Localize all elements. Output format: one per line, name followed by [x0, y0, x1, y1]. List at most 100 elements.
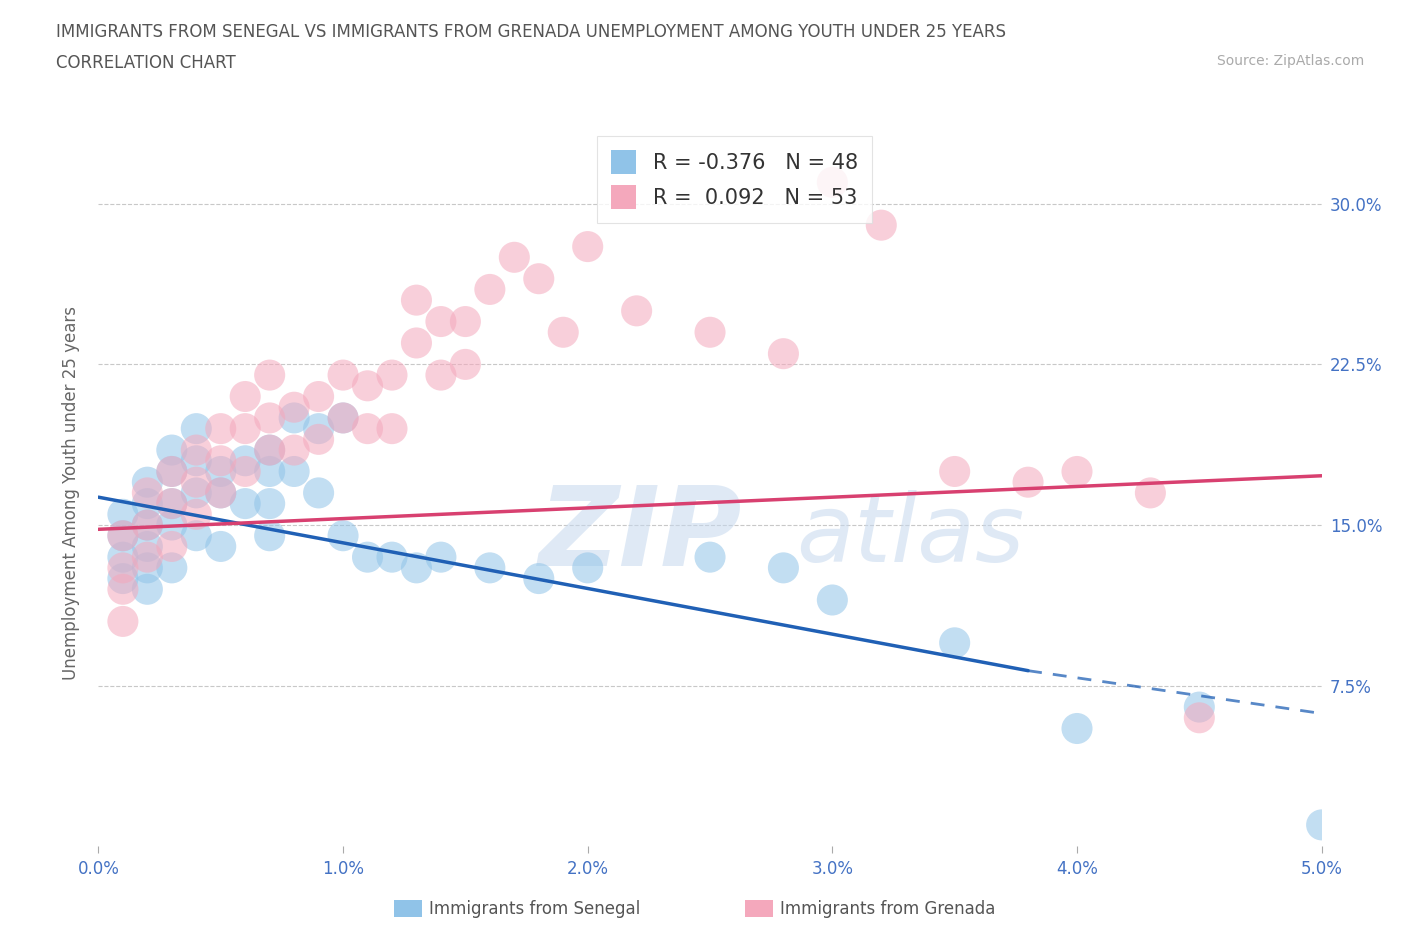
Legend: R = -0.376   N = 48, R =  0.092   N = 53: R = -0.376 N = 48, R = 0.092 N = 53 — [596, 136, 873, 223]
Point — [527, 571, 550, 586]
Point — [111, 528, 134, 543]
Point — [1188, 699, 1211, 714]
Point — [381, 550, 404, 565]
Point — [259, 497, 281, 512]
Point — [259, 367, 281, 382]
Point — [136, 518, 159, 533]
Point — [308, 485, 330, 500]
Point — [233, 497, 256, 512]
Point — [186, 443, 208, 458]
Point — [1066, 721, 1088, 736]
Point — [160, 561, 183, 576]
Point — [1188, 711, 1211, 725]
Point — [332, 528, 354, 543]
Point — [136, 518, 159, 533]
Point — [332, 410, 354, 425]
Point — [111, 614, 134, 629]
Point — [283, 400, 305, 415]
Point — [405, 293, 427, 308]
Point — [430, 367, 453, 382]
Point — [136, 539, 159, 554]
Point — [233, 464, 256, 479]
Point — [943, 635, 966, 650]
Point — [259, 464, 281, 479]
Point — [356, 379, 378, 393]
Point — [209, 421, 232, 436]
Point — [111, 571, 134, 586]
Point — [160, 443, 183, 458]
Point — [160, 539, 183, 554]
Point — [430, 314, 453, 329]
Text: atlas: atlas — [796, 490, 1024, 581]
Point — [1066, 464, 1088, 479]
Point — [870, 218, 893, 232]
Text: #C5D8EE: #C5D8EE — [710, 535, 717, 536]
Point — [209, 464, 232, 479]
Point — [160, 497, 183, 512]
Point — [136, 497, 159, 512]
Point — [381, 367, 404, 382]
Text: ZIP: ZIP — [538, 482, 742, 589]
Point — [1017, 474, 1039, 489]
Point — [186, 453, 208, 468]
Point — [233, 389, 256, 404]
Point — [136, 550, 159, 565]
Point — [136, 474, 159, 489]
Point — [111, 507, 134, 522]
Point — [308, 389, 330, 404]
Point — [576, 561, 599, 576]
Point — [356, 550, 378, 565]
Point — [259, 443, 281, 458]
Point — [186, 528, 208, 543]
Point — [626, 303, 648, 318]
Point — [233, 421, 256, 436]
Point — [259, 528, 281, 543]
Point — [136, 561, 159, 576]
Y-axis label: Unemployment Among Youth under 25 years: Unemployment Among Youth under 25 years — [62, 306, 80, 680]
Point — [259, 443, 281, 458]
Text: Source: ZipAtlas.com: Source: ZipAtlas.com — [1216, 54, 1364, 68]
Point — [186, 474, 208, 489]
Point — [136, 485, 159, 500]
Point — [209, 453, 232, 468]
Point — [405, 336, 427, 351]
Point — [405, 561, 427, 576]
Point — [111, 550, 134, 565]
Point — [259, 410, 281, 425]
Point — [699, 325, 721, 339]
Point — [209, 485, 232, 500]
Point — [160, 497, 183, 512]
Point — [160, 518, 183, 533]
Point — [478, 282, 501, 297]
Point — [136, 582, 159, 597]
Point — [283, 410, 305, 425]
Point — [821, 175, 844, 190]
Point — [478, 561, 501, 576]
Point — [454, 314, 477, 329]
Point — [308, 432, 330, 446]
Point — [111, 582, 134, 597]
Point — [430, 550, 453, 565]
Point — [209, 539, 232, 554]
Point — [943, 464, 966, 479]
Point — [356, 421, 378, 436]
Point — [699, 550, 721, 565]
Point — [111, 528, 134, 543]
Point — [186, 507, 208, 522]
Point — [160, 464, 183, 479]
Point — [772, 561, 794, 576]
Point — [553, 325, 575, 339]
Point — [332, 410, 354, 425]
Point — [1139, 485, 1161, 500]
Text: IMMIGRANTS FROM SENEGAL VS IMMIGRANTS FROM GRENADA UNEMPLOYMENT AMONG YOUTH UNDE: IMMIGRANTS FROM SENEGAL VS IMMIGRANTS FR… — [56, 23, 1007, 41]
Point — [332, 367, 354, 382]
Point — [233, 453, 256, 468]
Point — [160, 464, 183, 479]
Point — [381, 421, 404, 436]
Text: CORRELATION CHART: CORRELATION CHART — [56, 54, 236, 72]
Point — [1310, 817, 1333, 832]
Point — [503, 250, 526, 265]
Point — [821, 592, 844, 607]
Point — [209, 485, 232, 500]
Point — [527, 272, 550, 286]
